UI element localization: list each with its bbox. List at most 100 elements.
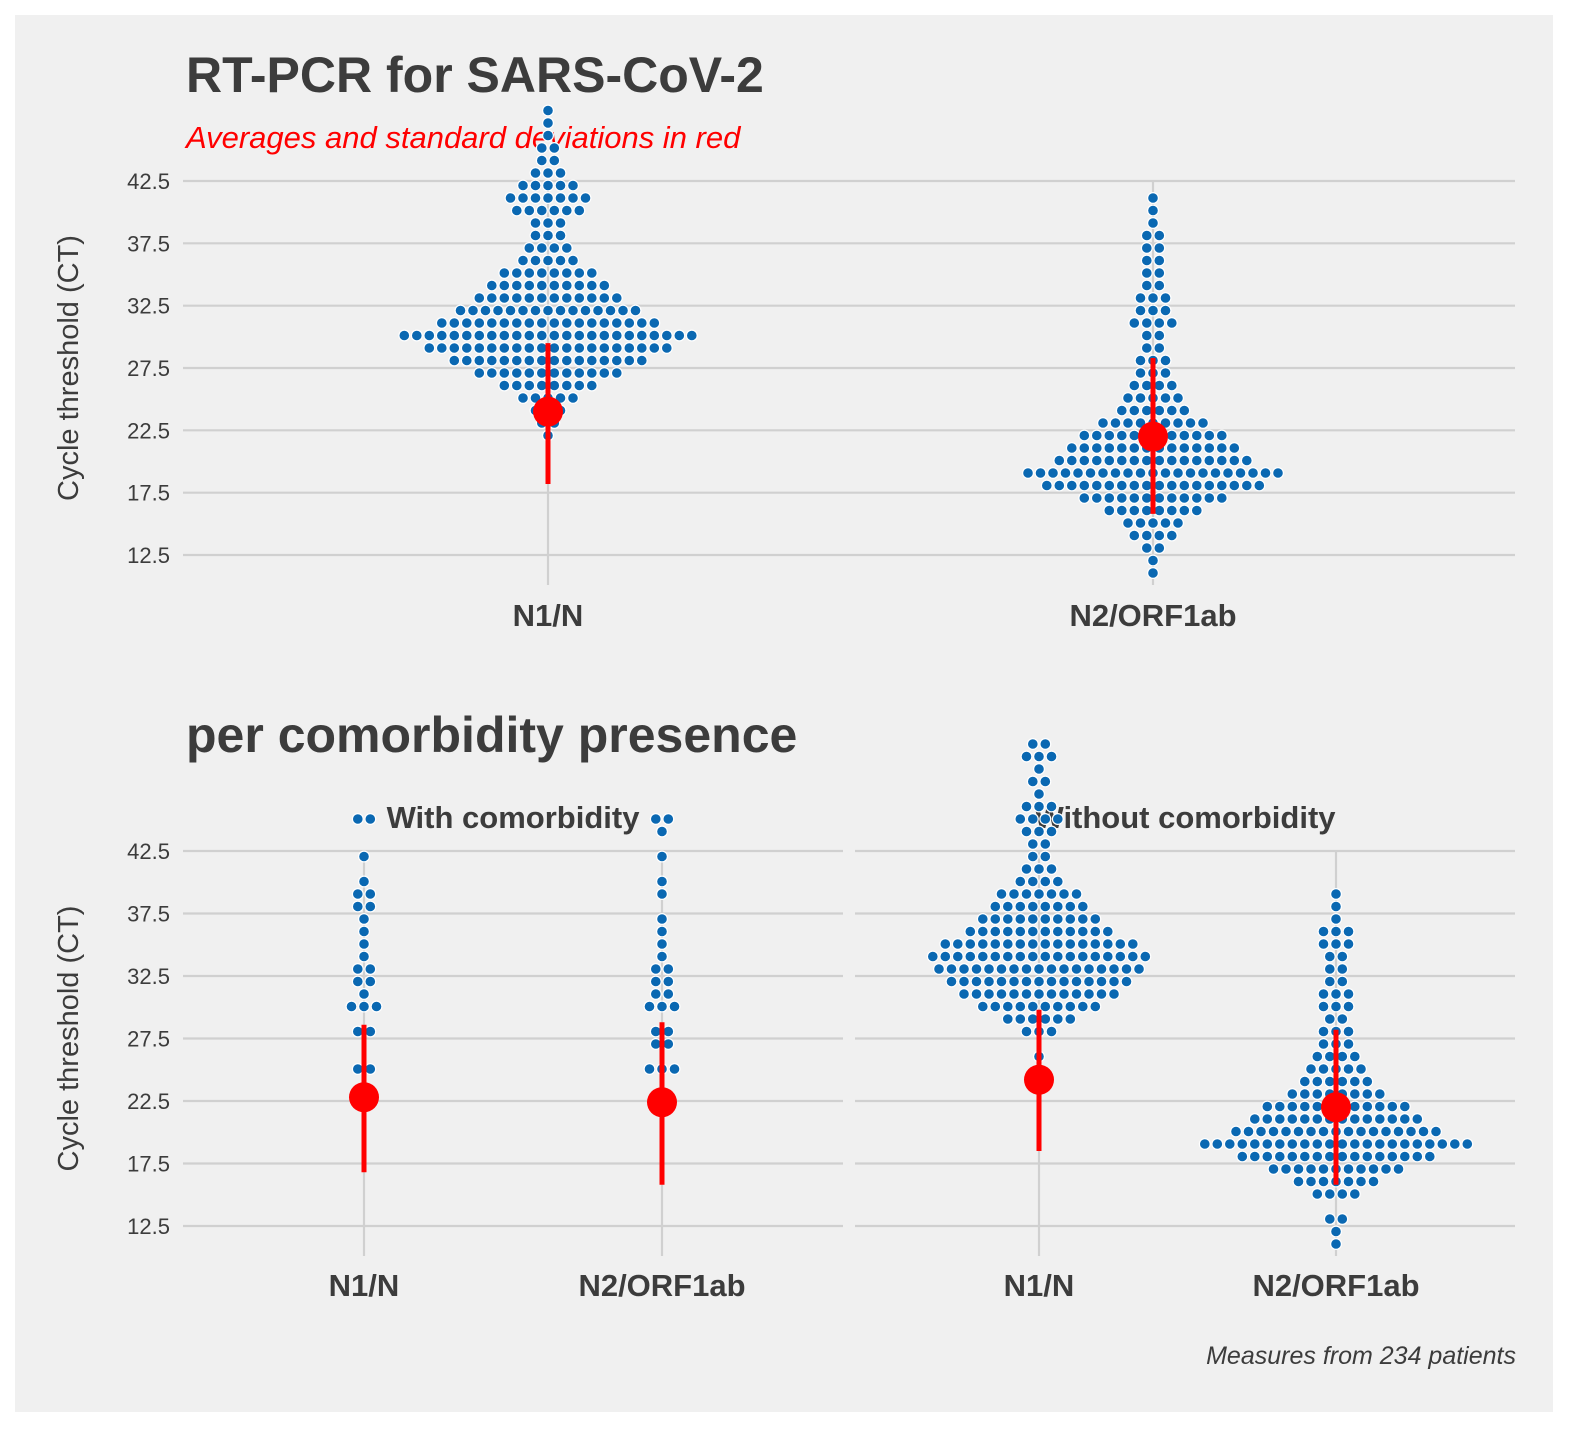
top-panel-n2-dot — [1215, 479, 1228, 492]
without-comorbidity-n2-dot — [1286, 1137, 1299, 1150]
top-panel-n1-dot — [541, 217, 554, 230]
without-comorbidity-n1-dot — [1032, 800, 1045, 813]
without-comorbidity-n1-dot — [1045, 1025, 1058, 1038]
without-comorbidity-n1-dot — [1014, 950, 1027, 963]
without-comorbidity-n1-dot — [945, 975, 958, 988]
without-comorbidity-n1-dot — [1007, 975, 1020, 988]
with-comorbidity-n2-dot — [649, 812, 662, 825]
without-comorbidity-n1-dot — [1032, 787, 1045, 800]
without-comorbidity-n2-dot — [1336, 1012, 1349, 1025]
without-comorbidity-n1-dot — [951, 950, 964, 963]
without-comorbidity-n1-dot — [976, 925, 989, 938]
top-panel-n1-dot — [585, 329, 598, 342]
without-comorbidity-n2-dot — [1354, 1062, 1367, 1075]
top-panel-n2-dot — [1103, 454, 1116, 467]
without-comorbidity-n2-dot — [1311, 1075, 1324, 1088]
without-comorbidity-n2-dot — [1304, 1175, 1317, 1188]
top-panel-n2-dot — [1134, 516, 1147, 529]
without-comorbidity-n1-dot — [989, 937, 1002, 950]
with-comorbidity-n1-dot — [370, 1000, 383, 1013]
without-comorbidity-n1-dot — [1032, 750, 1045, 763]
top-panel-n1-dot — [585, 279, 598, 292]
top-panel-n2-dot — [1153, 379, 1166, 392]
without-comorbidity-n1-dot — [989, 950, 1002, 963]
top-panel-n1-dot — [485, 354, 498, 367]
bottom-panel-ytick-label: 37.5 — [127, 902, 170, 927]
without-comorbidity-n1-dot — [995, 987, 1008, 1000]
top-panel-n2-dot — [1153, 342, 1166, 355]
top-panel-n2-dot — [1165, 529, 1178, 542]
with-comorbidity-n1-dot — [351, 887, 364, 900]
without-comorbidity-n1-dot — [1045, 862, 1058, 875]
top-panel-n2-dot — [1121, 392, 1134, 405]
without-comorbidity-n1-dot — [1101, 925, 1114, 938]
without-comorbidity-n2-dot — [1298, 1087, 1311, 1100]
without-comorbidity-n1-dot — [982, 962, 995, 975]
without-comorbidity-n1-dot — [1095, 987, 1108, 1000]
top-panel-n2-dot — [1215, 454, 1228, 467]
top-panel-n1-dot — [548, 292, 561, 305]
top-panel-n1-dot — [541, 304, 554, 317]
without-comorbidity-n1-dot — [1076, 900, 1089, 913]
top-panel-n1-xtick-label: N1/N — [513, 598, 584, 633]
top-panel-n1-dot — [535, 204, 548, 217]
top-panel-n2-dot — [1165, 317, 1178, 330]
without-comorbidity-n1-dot — [989, 912, 1002, 925]
top-panel-n2-dot — [1128, 529, 1141, 542]
top-panel-n2-dot — [1171, 417, 1184, 430]
without-comorbidity-n1-dot — [1064, 1012, 1077, 1025]
without-comorbidity-n2-dot — [1317, 1175, 1330, 1188]
without-comorbidity-n2-dot — [1342, 1037, 1355, 1050]
without-comorbidity-n1-dot — [1020, 800, 1033, 813]
top-panel-n1-dot — [448, 354, 461, 367]
without-comorbidity-n2-dot — [1329, 1237, 1342, 1250]
top-panel-n1-dot — [648, 317, 661, 330]
top-panel-n2-dot — [1078, 454, 1091, 467]
top-panel-n2-dot — [1128, 317, 1141, 330]
without-comorbidity-n2-dot — [1336, 1150, 1349, 1163]
without-comorbidity-n1-dot — [1139, 950, 1152, 963]
without-comorbidity-n2-dot — [1242, 1125, 1255, 1138]
without-comorbidity-n2-dot — [1298, 1075, 1311, 1088]
without-comorbidity-n1-dot — [1039, 837, 1052, 850]
without-comorbidity-n2-dot — [1292, 1162, 1305, 1175]
without-comorbidity-n1-dot — [1026, 775, 1039, 788]
top-panel-n2-dot — [1153, 454, 1166, 467]
top-panel-n1-dot — [454, 304, 467, 317]
without-comorbidity-n2-dot — [1392, 1162, 1405, 1175]
without-comorbidity-n1-dot — [1082, 975, 1095, 988]
top-panel-n2-dot — [1203, 429, 1216, 442]
with-comorbidity-n2-dot — [655, 912, 668, 925]
without-comorbidity-n1-dot — [1026, 812, 1039, 825]
top-panel-n1-dot — [523, 242, 536, 255]
without-comorbidity-n1-dot — [970, 962, 983, 975]
with-comorbidity-n1-dot — [364, 887, 377, 900]
with-comorbidity-n1-dot — [351, 962, 364, 975]
top-panel-n2-dot — [1190, 454, 1203, 467]
with-comorbidity-n1-mean-point — [349, 1082, 379, 1113]
without-comorbidity-n2-dot — [1329, 937, 1342, 950]
without-comorbidity-n2-dot — [1342, 1062, 1355, 1075]
without-comorbidity-n1-dot — [1107, 962, 1120, 975]
without-comorbidity-n1-dot — [1057, 887, 1070, 900]
top-panel-n2-dot — [1140, 541, 1153, 554]
without-comorbidity-n1-dot — [1076, 937, 1089, 950]
without-comorbidity-n2-dot — [1198, 1137, 1211, 1150]
top-panel-n1-dot — [516, 392, 529, 405]
without-comorbidity-n2-dot — [1436, 1137, 1449, 1150]
top-panel-n2-dot — [1115, 479, 1128, 492]
top-panel-n1-dot — [535, 242, 548, 255]
top-panel-n1-dot — [498, 354, 511, 367]
top-panel-n2-dot — [1190, 479, 1203, 492]
without-comorbidity-n2-dot — [1342, 937, 1355, 950]
without-comorbidity-n1-dot — [982, 987, 995, 1000]
top-panel-n2-dot — [1115, 504, 1128, 517]
with-comorbidity-n2-dot — [662, 987, 675, 1000]
top-panel-n2-dot — [1115, 492, 1128, 505]
bottom-panel-ytick-label: 22.5 — [127, 1089, 170, 1114]
top-panel-n2-dot — [1065, 442, 1078, 455]
top-panel-n2-dot — [1115, 404, 1128, 417]
top-panel-n2-dot — [1146, 304, 1159, 317]
top-panel-n1-dot — [548, 279, 561, 292]
without-comorbidity-n2-dot — [1411, 1137, 1424, 1150]
